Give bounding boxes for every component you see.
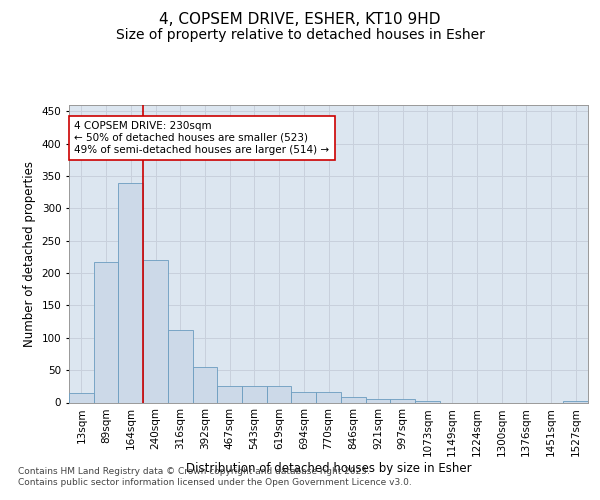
Bar	[390, 400, 415, 402]
Bar	[267, 386, 292, 402]
Bar	[316, 392, 341, 402]
Text: Contains HM Land Registry data © Crown copyright and database right 2025.
Contai: Contains HM Land Registry data © Crown c…	[18, 468, 412, 487]
Bar	[217, 386, 242, 402]
Bar	[341, 398, 365, 402]
Text: Size of property relative to detached houses in Esher: Size of property relative to detached ho…	[116, 28, 484, 42]
Bar	[69, 393, 94, 402]
Bar	[365, 398, 390, 402]
Y-axis label: Number of detached properties: Number of detached properties	[23, 161, 36, 347]
Bar	[563, 400, 588, 402]
Bar	[94, 262, 118, 402]
Text: 4, COPSEM DRIVE, ESHER, KT10 9HD: 4, COPSEM DRIVE, ESHER, KT10 9HD	[159, 12, 441, 28]
Bar	[118, 182, 143, 402]
Bar	[143, 260, 168, 402]
X-axis label: Distribution of detached houses by size in Esher: Distribution of detached houses by size …	[185, 462, 472, 474]
Text: 4 COPSEM DRIVE: 230sqm
← 50% of detached houses are smaller (523)
49% of semi-de: 4 COPSEM DRIVE: 230sqm ← 50% of detached…	[74, 122, 329, 154]
Bar	[193, 367, 217, 402]
Bar	[242, 386, 267, 402]
Bar	[415, 401, 440, 402]
Bar	[292, 392, 316, 402]
Bar	[168, 330, 193, 402]
